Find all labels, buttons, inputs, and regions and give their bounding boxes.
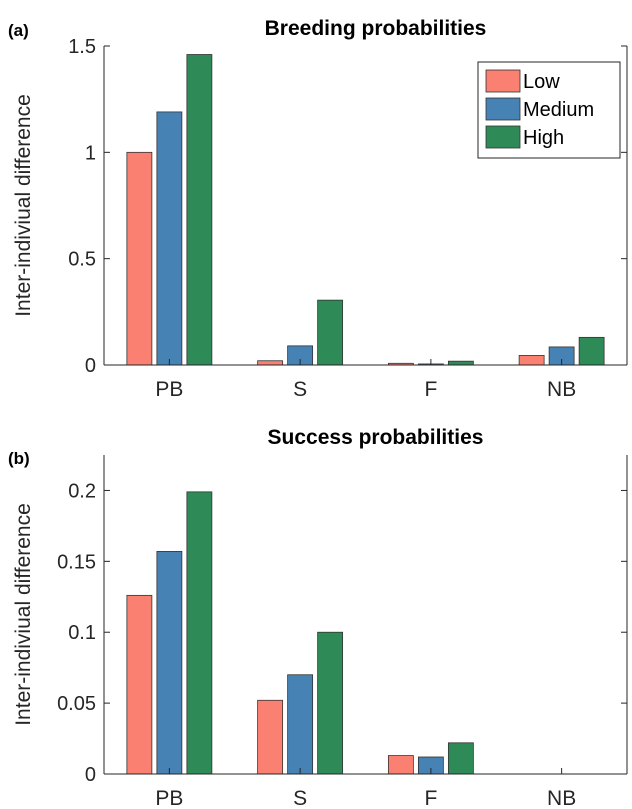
y-tick-label: 0.15 [57, 551, 96, 573]
x-tick-label-pb: PB [155, 378, 183, 401]
x-tick-label-s: S [293, 378, 307, 401]
y-tick-label: 0 [85, 355, 96, 377]
x-tick-label-f: F [424, 787, 437, 809]
y-axis-label: Inter-indiviual difference [12, 503, 35, 726]
legend: Low Medium High [477, 61, 621, 159]
chart-title: Success probabilities [268, 426, 484, 449]
y-tick-label: 1.5 [68, 36, 96, 58]
legend-swatch-low [485, 69, 521, 93]
legend-swatch-medium [485, 97, 521, 121]
x-tick-label-s: S [293, 787, 307, 809]
x-tick-label-f: F [424, 378, 437, 401]
chart-title: Breeding probabilities [265, 17, 487, 40]
bar-f-low [387, 755, 414, 775]
bar-s-high [317, 299, 344, 366]
bar-pb-high [186, 54, 213, 366]
bar-nb-high [578, 336, 605, 366]
y-tick-label: 0.05 [57, 693, 96, 715]
y-tick-label: 0.1 [68, 622, 96, 644]
bar-pb-medium [156, 551, 183, 775]
panel-label: (b) [8, 449, 30, 468]
bar-s-low [257, 699, 284, 775]
x-tick-label-nb: NB [547, 787, 576, 809]
bar-nb-low [518, 355, 545, 366]
y-tick-label: 0.2 [68, 480, 96, 502]
bar-s-high [317, 631, 344, 775]
legend-swatch-high [485, 125, 521, 149]
legend-label-high: High [523, 127, 564, 149]
y-axis-label: Inter-indiviual difference [12, 94, 35, 317]
x-tick-label-nb: NB [547, 378, 576, 401]
bar-pb-low [126, 151, 153, 366]
bar-s-low [257, 360, 284, 366]
y-tick-label: 1 [85, 142, 96, 164]
bar-f-high [447, 742, 474, 775]
bar-pb-medium [156, 111, 183, 366]
legend-label-low: Low [523, 71, 560, 93]
y-tick-label: 0.5 [68, 249, 96, 271]
bar-pb-high [186, 491, 213, 775]
chart-panel-a: 0 0.5 1 1.5 PB S F NB Breeding probabilities (a) I… [8, 17, 628, 401]
bar-s-medium [287, 674, 314, 775]
bar-pb-low [126, 594, 153, 775]
bar-f-high [447, 360, 474, 366]
panel-label: (a) [8, 21, 29, 40]
legend-label-medium: Medium [523, 99, 594, 121]
x-tick-label-pb: PB [155, 787, 183, 809]
chart-panel-b: 0 0.05 0.1 0.15 0.2 PB S F NB Success probabiliti… [8, 426, 628, 809]
y-tick-label: 0 [85, 764, 96, 786]
